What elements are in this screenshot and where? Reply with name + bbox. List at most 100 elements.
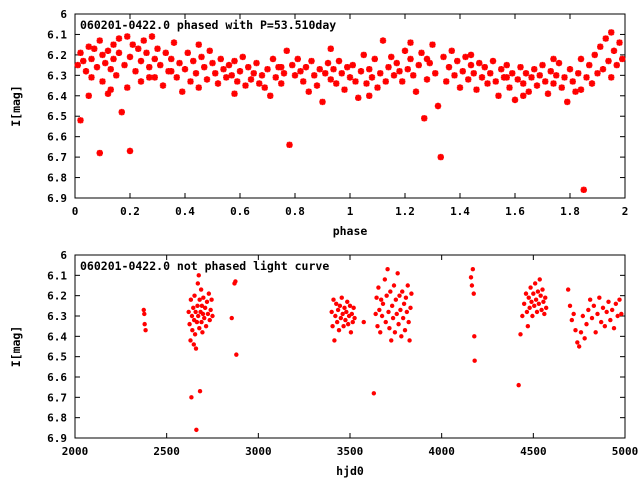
data-point <box>382 78 389 85</box>
y-tick-label: 6.5 <box>47 110 67 123</box>
data-point <box>332 338 337 343</box>
data-point <box>531 291 536 296</box>
data-point <box>407 39 414 46</box>
data-point <box>390 315 396 321</box>
data-point <box>571 311 576 317</box>
data-point <box>242 82 249 89</box>
data-point <box>302 63 310 71</box>
data-point <box>201 63 208 71</box>
y-tick-label: 6.4 <box>47 330 67 343</box>
data-point <box>396 321 401 327</box>
data-point <box>200 311 206 317</box>
data-point <box>162 49 169 57</box>
data-point <box>199 303 205 309</box>
data-point <box>606 299 611 304</box>
data-point <box>280 70 288 77</box>
data-point <box>336 328 342 333</box>
data-point <box>135 45 142 52</box>
data-point <box>587 297 593 302</box>
data-point <box>523 291 529 296</box>
data-point <box>538 293 543 298</box>
data-point <box>374 84 381 91</box>
data-point <box>580 186 587 194</box>
data-point <box>575 70 582 77</box>
data-point <box>553 72 560 79</box>
data-point <box>99 78 106 85</box>
x-tick-label: 1.8 <box>560 205 580 218</box>
data-point <box>597 295 602 300</box>
data-point <box>256 80 263 87</box>
data-point <box>602 35 609 42</box>
data-point <box>529 299 534 304</box>
data-point <box>386 309 391 315</box>
data-point <box>88 55 95 63</box>
y-tick-label: 6.7 <box>47 391 67 404</box>
data-point <box>115 49 123 57</box>
data-point <box>472 358 477 363</box>
data-point <box>196 313 201 319</box>
data-point <box>611 326 617 331</box>
x-tick-label: 0.8 <box>285 205 305 218</box>
data-point <box>454 57 461 65</box>
data-point <box>542 78 549 85</box>
data-point <box>511 96 519 104</box>
plot-frame <box>74 254 626 439</box>
data-point <box>196 273 201 278</box>
data-point <box>159 82 167 89</box>
data-point <box>602 323 608 329</box>
data-point <box>530 313 535 319</box>
data-point <box>231 90 238 97</box>
data-point <box>368 74 376 81</box>
y-tick-label: 6.5 <box>47 351 67 364</box>
data-point <box>357 68 365 75</box>
data-point <box>335 307 341 313</box>
data-point <box>378 330 383 335</box>
data-point <box>429 41 436 48</box>
data-point <box>190 57 197 65</box>
data-point <box>209 297 214 302</box>
data-point <box>234 78 241 85</box>
data-point <box>305 88 312 95</box>
data-point <box>403 295 409 300</box>
data-point <box>535 289 541 294</box>
data-point <box>609 307 615 313</box>
x-tick-label: 0.4 <box>175 205 195 218</box>
data-point <box>613 61 620 69</box>
data-point <box>525 323 531 329</box>
data-point <box>547 68 554 75</box>
data-point <box>445 63 453 71</box>
data-point <box>198 287 204 292</box>
data-point <box>615 313 620 319</box>
data-point <box>378 297 384 302</box>
data-point <box>393 59 400 67</box>
data-point <box>344 309 349 315</box>
data-point <box>143 49 150 57</box>
data-point <box>527 305 532 311</box>
data-point <box>575 340 580 345</box>
data-point <box>361 319 366 325</box>
data-point <box>195 281 201 286</box>
data-point <box>533 297 539 302</box>
data-point <box>373 311 378 317</box>
data-point <box>410 72 417 79</box>
data-point <box>608 74 615 81</box>
data-point <box>595 311 600 317</box>
data-point <box>194 427 199 433</box>
data-point <box>561 74 568 81</box>
data-point <box>104 90 112 97</box>
data-point <box>195 303 200 309</box>
x-tick-label: 4500 <box>520 445 547 458</box>
data-point <box>543 305 549 311</box>
data-point <box>137 57 145 65</box>
data-point <box>330 323 335 329</box>
data-point <box>316 66 323 73</box>
data-point <box>337 303 343 309</box>
data-point <box>190 328 195 333</box>
data-point <box>599 66 607 73</box>
data-point <box>617 297 622 302</box>
data-point <box>588 80 596 87</box>
chart-title: 060201-0422.0 phased with P=53.510day <box>80 18 336 32</box>
data-point <box>188 338 193 343</box>
data-point <box>532 303 537 309</box>
data-point <box>578 330 584 335</box>
